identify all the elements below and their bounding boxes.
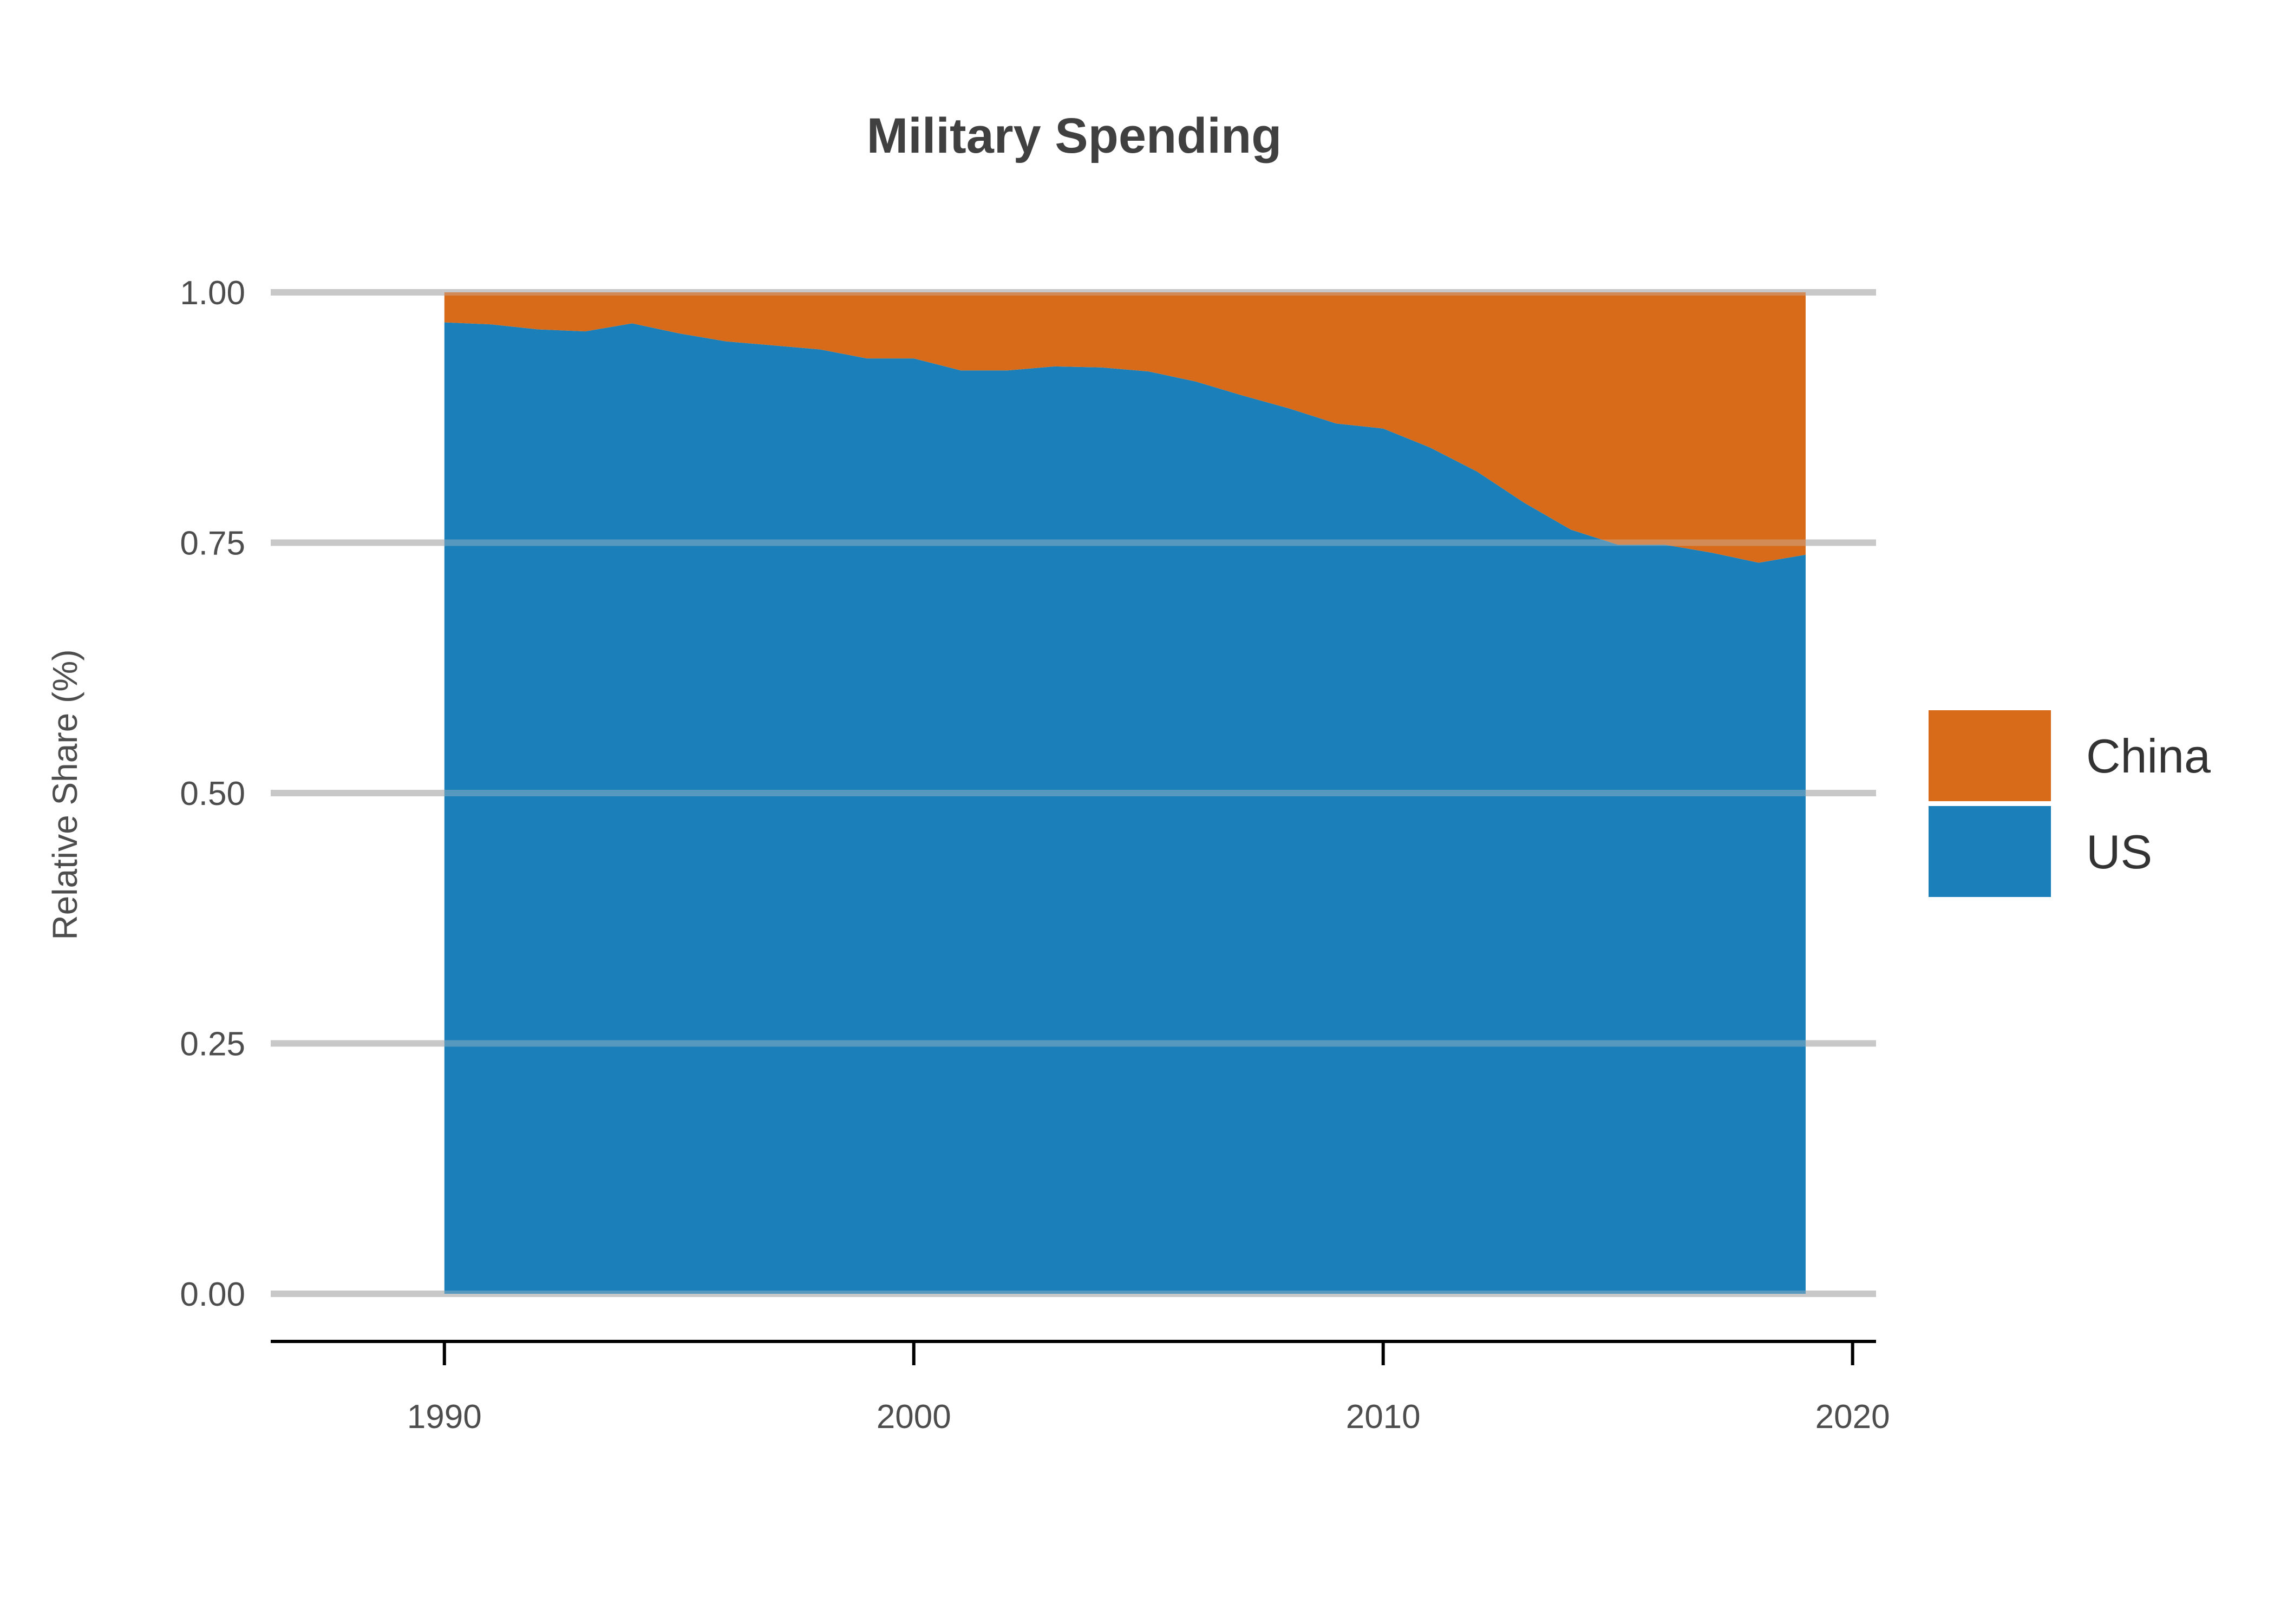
area-china: [444, 292, 1806, 563]
x-axis: 1990 2000 2010 2020: [271, 1340, 1890, 1436]
area-us: [444, 322, 1806, 1294]
legend-key-china: [1929, 710, 2051, 801]
chart-title: Military Spending: [867, 108, 1282, 163]
legend: China US: [1929, 710, 2211, 897]
x-tick-label: 2000: [877, 1398, 951, 1436]
x-tick-label: 2020: [1815, 1398, 1890, 1436]
y-tick-label: 1.00: [180, 274, 245, 312]
y-tick-label: 0.75: [180, 525, 245, 562]
y-axis-ticks: 0.00 0.25 0.50 0.75 1.00: [180, 274, 245, 1313]
y-tick-label: 0.25: [180, 1026, 245, 1063]
x-tick-label: 1990: [407, 1398, 482, 1436]
y-axis-title: Relative Share (%): [45, 649, 84, 940]
plot-areas: [444, 292, 1806, 1294]
y-tick-label: 0.00: [180, 1276, 245, 1313]
legend-label-china: China: [2086, 729, 2211, 783]
x-tick-label: 2010: [1346, 1398, 1421, 1436]
legend-key-us: [1929, 806, 2051, 897]
legend-label-us: US: [2086, 825, 2152, 879]
y-tick-label: 0.50: [180, 775, 245, 813]
gridlines-overlay: [271, 289, 1876, 1297]
